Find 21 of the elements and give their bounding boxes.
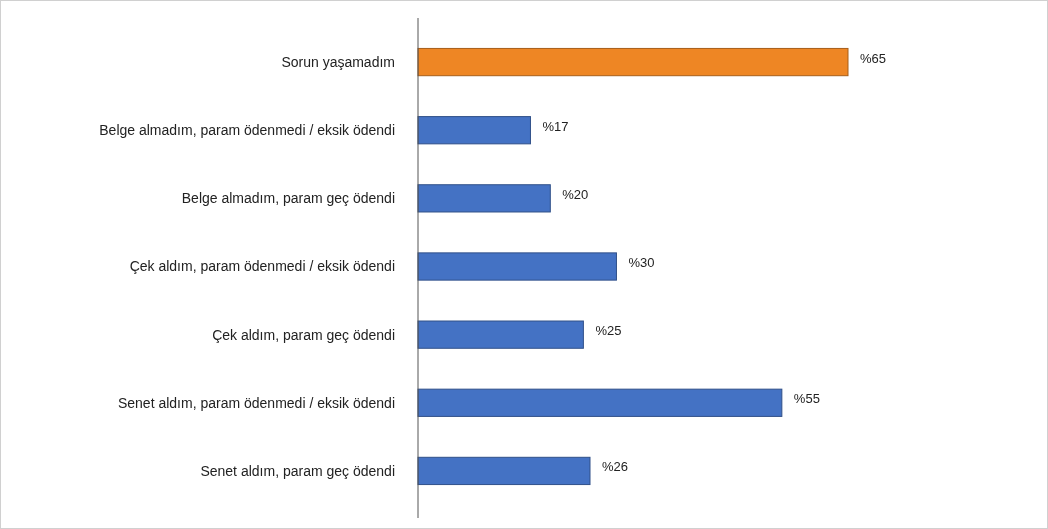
bar <box>417 456 591 486</box>
data-label: %55 <box>793 391 820 407</box>
data-label: %20 <box>562 186 589 202</box>
bar <box>417 388 783 417</box>
bar <box>417 252 617 281</box>
y-tick-label: Senet aldım, param ödenmedi / eksik ödendi <box>117 394 395 411</box>
bar <box>417 116 531 145</box>
data-label: %65 <box>860 50 887 66</box>
y-tick-label: Çek aldım, param geç ödendi <box>212 326 395 343</box>
y-tick-label: Belge almadım, param geç ödendi <box>181 190 395 207</box>
bar <box>417 320 584 349</box>
y-tick-label: Belge almadım, param ödenmedi / eksik ödendi <box>99 122 395 139</box>
y-tick-label: Sorun yaşamadım <box>281 53 395 70</box>
y-tick-label: Çek aldım, param ödenmedi / eksik ödendi <box>129 258 395 275</box>
data-label: %26 <box>602 459 629 475</box>
data-label: %25 <box>595 323 622 339</box>
data-label: %17 <box>542 118 569 134</box>
bar <box>417 47 849 77</box>
y-tick-label: Senet aldım, param geç ödendi <box>200 462 395 479</box>
data-label: %30 <box>628 255 655 271</box>
bar <box>417 184 551 213</box>
